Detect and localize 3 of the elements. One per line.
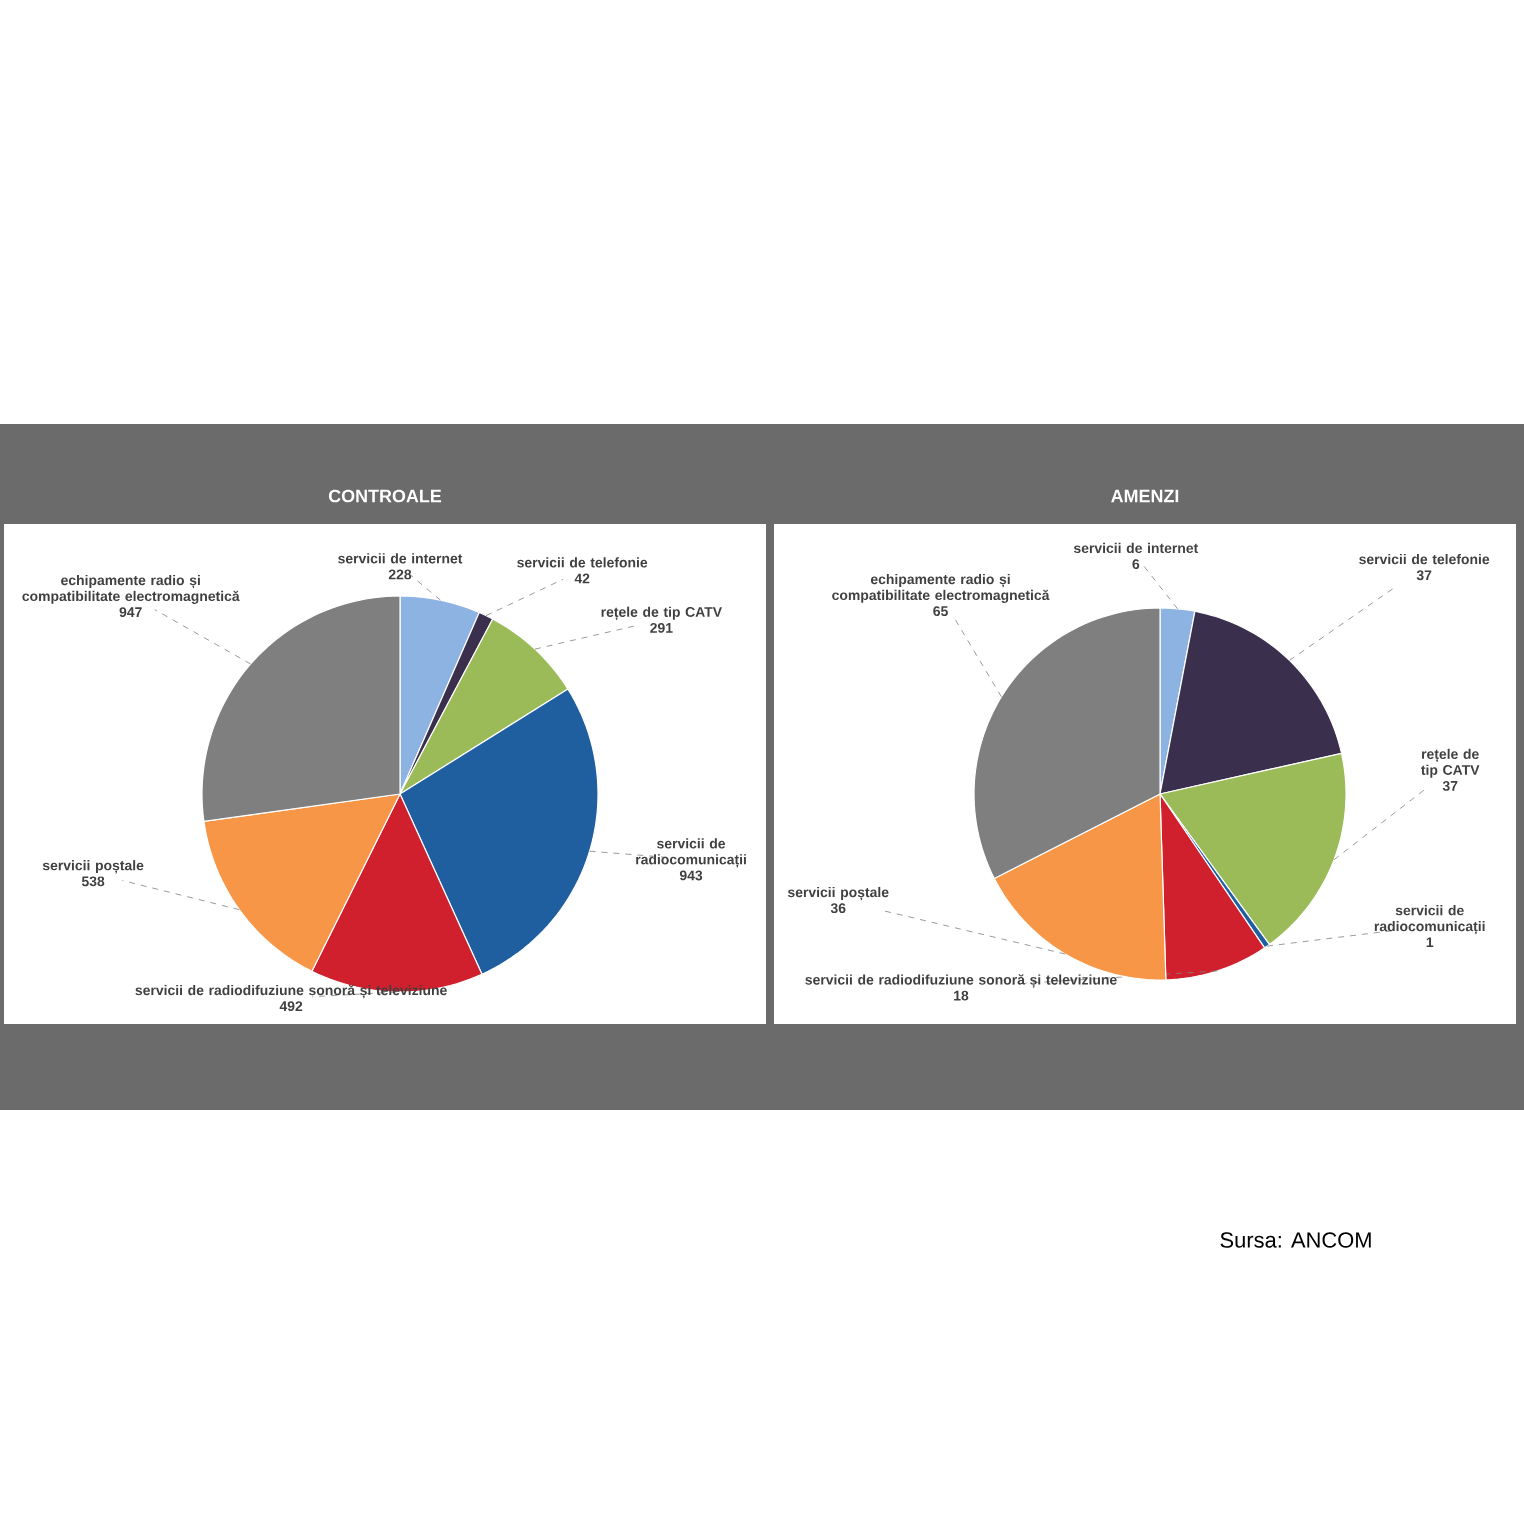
- chart-title: CONTROALE: [328, 489, 442, 503]
- text: Sursa: ANCOM: [1220, 1232, 1371, 1248]
- chart-title: AMENZI: [1111, 489, 1179, 503]
